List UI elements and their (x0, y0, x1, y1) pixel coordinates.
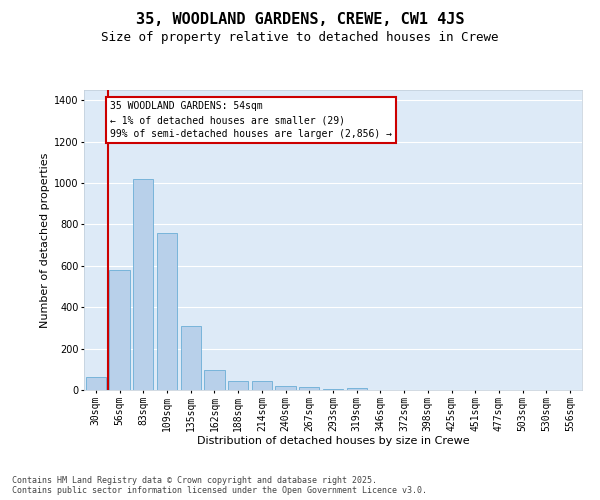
X-axis label: Distribution of detached houses by size in Crewe: Distribution of detached houses by size … (197, 436, 469, 446)
Bar (86, 376, 106, 390)
Bar (181, 326, 201, 390)
Bar (275, 386, 296, 390)
Text: 35 WOODLAND GARDENS: 54sqm
← 1% of detached houses are smaller (29)
99% of semi-: 35 WOODLAND GARDENS: 54sqm ← 1% of detac… (110, 102, 392, 140)
Bar (252, 380, 272, 390)
Bar (228, 380, 248, 390)
Bar (133, 179, 154, 390)
Bar (109, 270, 130, 390)
Y-axis label: Number of detached properties: Number of detached properties (40, 152, 50, 328)
Text: 35, WOODLAND GARDENS, CREWE, CW1 4JS: 35, WOODLAND GARDENS, CREWE, CW1 4JS (136, 12, 464, 28)
Bar (347, 388, 367, 390)
Text: Contains HM Land Registry data © Crown copyright and database right 2025.
Contai: Contains HM Land Registry data © Crown c… (12, 476, 427, 495)
Bar (157, 233, 177, 390)
Text: Size of property relative to detached houses in Crewe: Size of property relative to detached ho… (101, 31, 499, 44)
Bar (299, 387, 319, 390)
Bar (205, 370, 224, 390)
